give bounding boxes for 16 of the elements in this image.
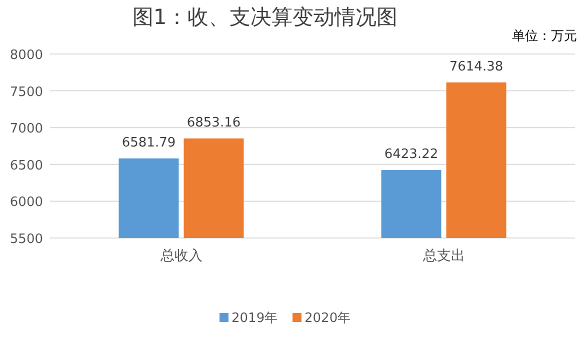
legend-label: 2020年 bbox=[304, 311, 351, 326]
x-tick-label: 总收入 bbox=[159, 248, 202, 264]
y-tick-label: 7500 bbox=[10, 84, 43, 100]
data-label: 6581.79 bbox=[122, 135, 176, 150]
y-tick-label: 6500 bbox=[10, 158, 43, 174]
chart-title: 图1：收、支决算变动情况图 bbox=[132, 5, 398, 29]
data-label: 6423.22 bbox=[384, 147, 438, 162]
y-tick-label: 5500 bbox=[10, 232, 43, 247]
y-tick-label: 8000 bbox=[10, 48, 43, 63]
text: 单位：万元 bbox=[512, 29, 577, 44]
y-tick-label: 7000 bbox=[10, 122, 43, 137]
y-tick-label: 6000 bbox=[10, 195, 43, 210]
x-tick-label: 总支出 bbox=[422, 248, 465, 264]
legend-label: 2019年 bbox=[232, 311, 278, 326]
data-label: 6853.16 bbox=[186, 115, 241, 130]
data-label: 7614.38 bbox=[449, 59, 504, 74]
